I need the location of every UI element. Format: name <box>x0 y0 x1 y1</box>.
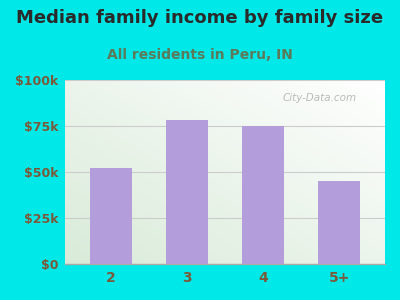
Text: All residents in Peru, IN: All residents in Peru, IN <box>107 48 293 62</box>
Text: Median family income by family size: Median family income by family size <box>16 9 384 27</box>
Text: City-Data.com: City-Data.com <box>283 93 357 103</box>
Bar <box>242 126 284 264</box>
Bar <box>166 121 208 264</box>
Bar <box>90 168 132 264</box>
Bar <box>318 181 360 264</box>
